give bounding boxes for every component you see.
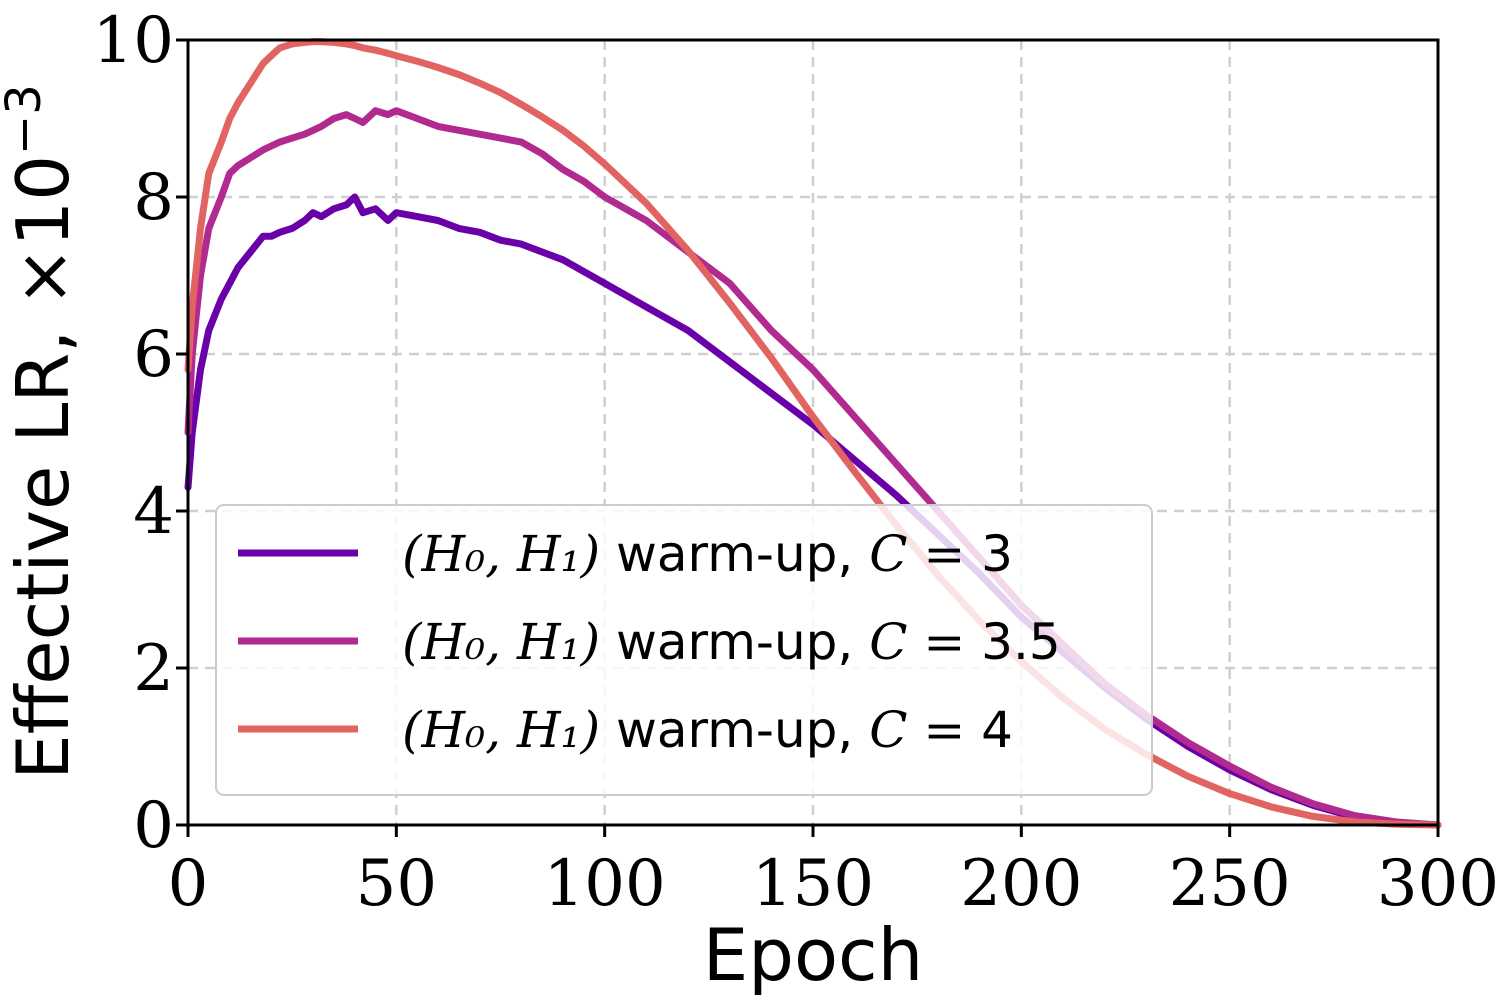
legend-c-value: 3: [981, 525, 1013, 583]
y-tick-label: 8: [133, 161, 174, 235]
x-tick-label: 250: [1169, 847, 1291, 921]
legend-c-value: 4: [981, 701, 1013, 759]
y-tick-label: 0: [133, 789, 174, 863]
legend-math-c: C =: [869, 701, 981, 759]
x-axis-title: Epoch: [703, 913, 923, 997]
legend-label-2: (H₀, H₁) warm-up, C = 3.5: [402, 613, 1061, 671]
y-axis-title-exponent: −3: [0, 84, 52, 155]
legend: (H₀, H₁) warm-up, C = 3(H₀, H₁) warm-up,…: [215, 504, 1153, 796]
y-tick-label: 4: [133, 475, 174, 549]
legend-text: warm-up,: [600, 525, 869, 583]
x-tick-label: 150: [752, 847, 874, 921]
y-tick-label: 10: [93, 4, 174, 78]
legend-math-h: (H₀, H₁): [402, 701, 600, 759]
y-axis-title: Effective LR, ×10−3: [0, 84, 85, 780]
x-tick-label: 0: [168, 847, 209, 921]
legend-c-value: 3.5: [981, 613, 1061, 671]
x-tick-label: 300: [1377, 847, 1499, 921]
axis-ticks: 0 50 100 150 200 250 300 0 2 4 6 8 10: [93, 4, 1500, 921]
legend-math-h: (H₀, H₁): [402, 613, 600, 671]
x-tick-label: 200: [960, 847, 1082, 921]
y-axis-title-main: Effective LR, ×10: [1, 155, 85, 780]
legend-box: [215, 504, 1153, 796]
y-tick-label: 6: [133, 318, 174, 392]
legend-label-1: (H₀, H₁) warm-up, C = 3: [402, 525, 1013, 583]
legend-math-c: C =: [869, 613, 981, 671]
x-tick-label: 50: [356, 847, 437, 921]
y-tick-label: 2: [133, 632, 174, 706]
x-tick-label: 100: [544, 847, 666, 921]
legend-math-c: C =: [869, 525, 981, 583]
legend-math-h: (H₀, H₁): [402, 525, 600, 583]
legend-text: warm-up,: [600, 613, 869, 671]
legend-text: warm-up,: [600, 701, 869, 759]
legend-label-3: (H₀, H₁) warm-up, C = 4: [402, 701, 1013, 759]
